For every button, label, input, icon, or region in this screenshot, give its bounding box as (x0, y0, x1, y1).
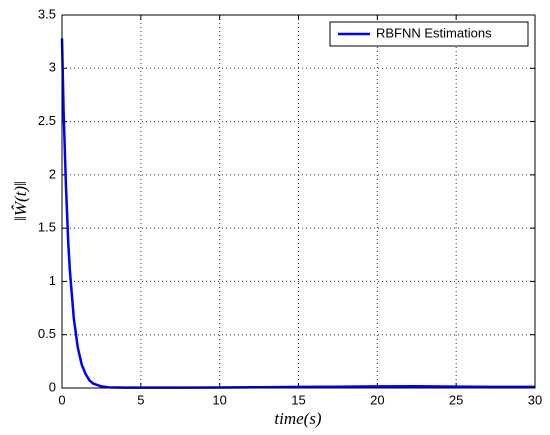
x-tick-label: 20 (370, 392, 384, 407)
x-tick-label: 5 (137, 392, 144, 407)
y-tick-label: 1 (49, 273, 56, 288)
legend-label: RBFNN Estimations (376, 25, 492, 40)
y-tick-label: 2 (49, 166, 56, 181)
y-tick-label: 2.5 (38, 113, 56, 128)
x-axis-label: time(s) (274, 409, 322, 428)
plot-area (62, 15, 535, 388)
y-axis-label: ‖Ŵ(t)‖ (11, 181, 30, 221)
y-tick-label: 3 (49, 60, 56, 75)
data-line (60, 38, 536, 389)
x-tick-label: 30 (528, 392, 542, 407)
x-tick-label: 15 (291, 392, 305, 407)
x-tick-label: 25 (449, 392, 463, 407)
axes-frame (61, 14, 536, 389)
y-tick-label: 3.5 (38, 6, 56, 21)
y-tick-label: 1.5 (38, 220, 56, 235)
x-tick-label: 0 (58, 392, 65, 407)
x-tick-label: 10 (212, 392, 226, 407)
y-tick-label: 0 (49, 379, 56, 394)
y-tick-label: 0.5 (38, 326, 56, 341)
